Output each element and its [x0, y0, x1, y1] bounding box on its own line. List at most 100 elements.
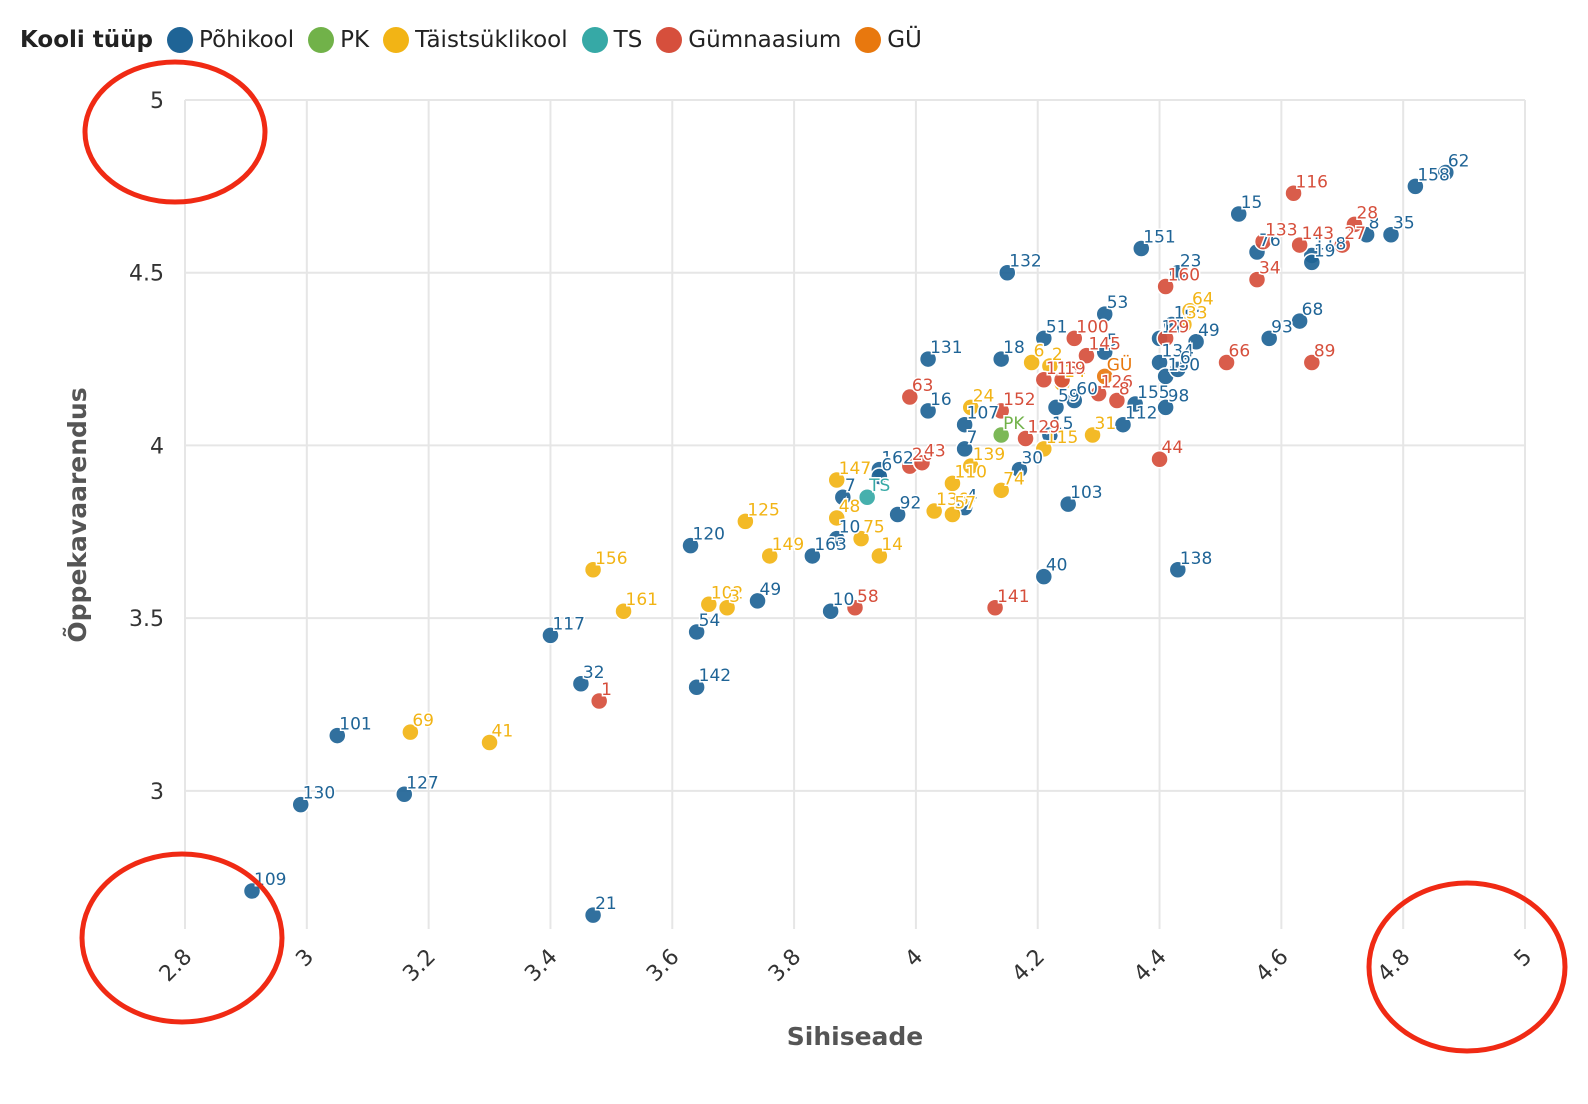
data-point[interactable] — [918, 401, 938, 421]
data-point[interactable] — [401, 722, 420, 742]
data-point[interactable] — [857, 487, 877, 507]
data-point[interactable] — [760, 546, 779, 566]
data-point[interactable] — [1156, 329, 1175, 348]
data-point[interactable] — [985, 598, 1005, 618]
data-point[interactable] — [1290, 311, 1309, 331]
data-point[interactable] — [821, 601, 840, 621]
data-point[interactable] — [1034, 567, 1054, 586]
data-point[interactable] — [1058, 494, 1078, 514]
data-point[interactable] — [1150, 449, 1169, 469]
data-point[interactable] — [1381, 225, 1401, 244]
data-point[interactable] — [991, 481, 1011, 500]
data-point[interactable] — [1089, 384, 1108, 403]
data-point[interactable] — [955, 439, 974, 459]
data-point[interactable] — [1156, 277, 1175, 296]
data-point[interactable] — [1095, 342, 1114, 362]
data-point[interactable] — [1436, 163, 1456, 182]
data-point[interactable] — [681, 536, 700, 555]
data-point[interactable] — [961, 398, 980, 417]
data-point[interactable] — [1345, 215, 1364, 234]
data-point[interactable] — [687, 622, 706, 642]
data-point[interactable] — [1107, 391, 1127, 410]
data-point[interactable] — [888, 505, 907, 524]
data-point[interactable] — [748, 591, 767, 611]
data-point[interactable] — [943, 474, 962, 493]
data-point[interactable] — [1168, 263, 1188, 282]
data-point[interactable] — [1290, 235, 1309, 255]
legend-item[interactable]: Täistsüklikool — [383, 27, 568, 53]
legend-item[interactable]: GÜ — [855, 27, 922, 53]
data-point[interactable] — [1046, 398, 1066, 417]
data-point[interactable] — [998, 263, 1017, 282]
legend-item[interactable]: PK — [308, 27, 369, 53]
data-point[interactable] — [1125, 394, 1145, 414]
data-point[interactable] — [328, 726, 347, 745]
legend-item[interactable]: TS — [581, 27, 642, 53]
data-point[interactable] — [614, 601, 633, 621]
data-point[interactable] — [583, 905, 603, 925]
data-point[interactable] — [1077, 346, 1096, 365]
data-point[interactable] — [687, 677, 706, 697]
data-point[interactable] — [589, 691, 609, 711]
legend-item[interactable]: Gümnaasium — [656, 27, 841, 53]
data-point[interactable] — [1247, 270, 1267, 289]
data-point[interactable] — [480, 733, 499, 752]
data-point[interactable] — [1065, 391, 1084, 410]
data-point[interactable] — [955, 415, 974, 434]
data-point[interactable] — [541, 626, 560, 645]
data-point[interactable] — [1217, 353, 1236, 372]
data-point[interactable] — [699, 595, 719, 614]
data-point[interactable] — [991, 401, 1011, 421]
data-point[interactable] — [291, 795, 310, 814]
data-point[interactable] — [1259, 329, 1279, 348]
data-point[interactable] — [1357, 225, 1376, 244]
legend-item[interactable]: Põhikool — [167, 27, 294, 53]
data-point[interactable] — [1333, 235, 1352, 255]
data-point[interactable] — [991, 349, 1011, 369]
data-point[interactable] — [1302, 253, 1322, 272]
data-point[interactable] — [1034, 329, 1054, 348]
data-point[interactable] — [991, 425, 1011, 445]
data-point[interactable] — [1186, 332, 1206, 352]
data-point[interactable] — [827, 470, 846, 490]
data-point[interactable] — [918, 349, 938, 369]
data-point[interactable] — [1168, 560, 1188, 580]
data-point[interactable] — [1406, 177, 1425, 196]
data-point[interactable] — [870, 546, 889, 566]
data-point[interactable] — [583, 560, 603, 580]
data-point[interactable] — [717, 598, 737, 618]
data-point[interactable] — [912, 453, 932, 472]
data-point[interactable] — [1174, 315, 1194, 334]
data-point[interactable] — [803, 546, 822, 566]
data-point[interactable] — [1016, 429, 1035, 448]
data-point[interactable] — [900, 387, 920, 407]
data-point[interactable] — [1132, 239, 1151, 258]
data-point[interactable] — [1229, 204, 1248, 224]
data-point[interactable] — [833, 487, 853, 507]
data-point[interactable] — [1065, 329, 1084, 348]
data-point[interactable] — [1022, 353, 1041, 372]
data-point[interactable] — [395, 785, 414, 804]
data-point[interactable] — [1113, 415, 1133, 434]
data-point[interactable] — [736, 512, 755, 531]
data-point[interactable] — [1034, 370, 1054, 390]
data-point[interactable] — [961, 456, 980, 476]
data-point[interactable] — [1052, 370, 1072, 390]
data-point[interactable] — [1083, 425, 1102, 445]
data-point[interactable] — [943, 505, 962, 524]
data-point[interactable] — [1253, 232, 1273, 251]
data-point[interactable] — [845, 598, 865, 618]
data-point[interactable] — [1284, 184, 1303, 203]
data-point[interactable] — [827, 529, 846, 548]
data-point[interactable] — [571, 674, 591, 694]
data-point[interactable] — [242, 881, 262, 901]
data-point[interactable] — [1010, 460, 1029, 479]
data-point[interactable] — [870, 467, 889, 486]
data-point[interactable] — [1034, 439, 1054, 459]
data-point[interactable] — [1302, 353, 1322, 372]
data-point[interactable] — [851, 529, 871, 548]
data-point[interactable] — [1095, 367, 1114, 386]
data-point[interactable] — [924, 501, 944, 521]
data-point[interactable] — [1156, 398, 1175, 417]
data-point[interactable] — [1168, 360, 1188, 379]
